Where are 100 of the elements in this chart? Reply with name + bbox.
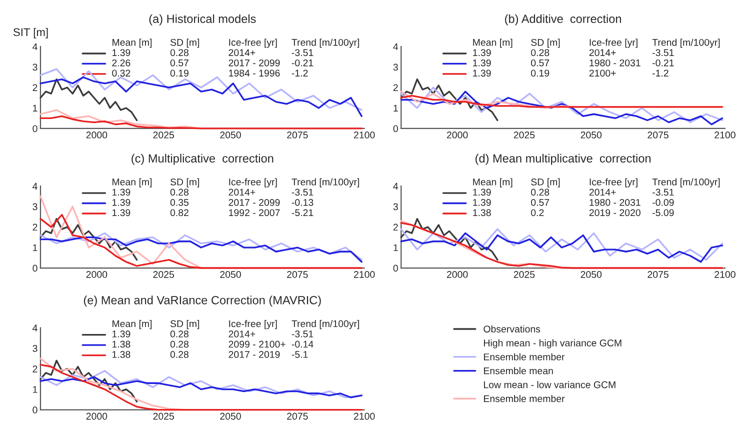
annotation: 0.28 xyxy=(170,330,189,338)
y-tick-label: 4 xyxy=(393,43,398,50)
annotation: 2.26 xyxy=(112,59,130,66)
annotation: 0.32 xyxy=(112,70,130,77)
chart-title: (d) Mean multiplicative correction xyxy=(476,154,651,165)
annotation: 1980 - 2031 xyxy=(590,59,640,66)
y-tick-label: 1 xyxy=(33,104,38,112)
annotation: 1.39 xyxy=(112,49,130,56)
chart-title: (c) Multiplicative correction xyxy=(132,154,274,165)
annotation: Mean [m] xyxy=(473,38,512,48)
y-tick-label: 4 xyxy=(393,182,398,190)
annotation: 1992 - 2007 xyxy=(229,209,280,216)
annotation: 1984 - 1996 xyxy=(229,70,280,77)
x-tick-label: 2025 xyxy=(514,132,535,138)
annotation: Trend [m/100yr] xyxy=(292,320,360,330)
y-tick-label: 3 xyxy=(32,203,38,210)
annotation: 2017 - 2099 xyxy=(228,198,280,206)
annotation: 0.19 xyxy=(170,70,188,77)
y-tick-label: 1 xyxy=(394,244,398,252)
y-tick-label: 4 xyxy=(32,43,38,50)
y-tick-label: 4 xyxy=(32,182,38,190)
annotation: 0.28 xyxy=(170,340,189,348)
legend-label: Observations xyxy=(484,325,540,332)
annotation: 2019 - 2020 xyxy=(589,209,640,216)
annotation: 0.57 xyxy=(531,59,550,66)
annotation: SD [m] xyxy=(170,38,200,48)
annotation: 1.39 xyxy=(112,188,130,196)
chart-title: (a) Historical models xyxy=(149,14,256,26)
annotation: 2017 - 2099 xyxy=(228,59,280,66)
line-series xyxy=(40,232,362,261)
annotation: 1.39 xyxy=(473,198,491,206)
annotation: 0.28 xyxy=(170,188,189,196)
x-tick-label: 2000 xyxy=(447,132,468,138)
x-tick-label: 2075 xyxy=(287,412,308,420)
annotation: -0.14 xyxy=(292,340,314,348)
x-tick-label: 2000 xyxy=(86,412,108,420)
annotation: -3.51 xyxy=(292,330,314,338)
line-series xyxy=(40,218,138,261)
chart-title: (e) Mean and VaRIance Correction (MAVRIC) xyxy=(84,296,321,307)
x-tick-label: 2100 xyxy=(354,132,375,138)
annotation: Mean [m] xyxy=(112,178,152,188)
annotation: 1.39 xyxy=(112,209,130,216)
legend-label: Ensemble member xyxy=(484,394,565,402)
annotation: 0.28 xyxy=(170,49,189,56)
y-tick-label: 1 xyxy=(33,386,38,393)
line-series xyxy=(40,78,138,122)
line-series xyxy=(400,94,724,108)
annotation: 2099 - 2100+ xyxy=(228,340,286,348)
x-tick-label: 2025 xyxy=(514,271,535,278)
annotation: Trend [m/100yr] xyxy=(292,38,360,48)
x-tick-label: 2050 xyxy=(220,132,241,138)
x-tick-label: 2000 xyxy=(447,271,468,278)
legend-label: Ensemble member xyxy=(484,353,565,360)
annotation: 1.39 xyxy=(473,188,491,196)
annotation: 2100+ xyxy=(589,70,616,77)
annotation: Ice-free [yr] xyxy=(229,320,277,330)
annotation: -0.21 xyxy=(292,59,314,66)
annotation: Trend [m/100yr] xyxy=(652,178,720,188)
annotation: 1980 - 2031 xyxy=(590,198,640,206)
annotation: 0.19 xyxy=(531,70,550,77)
line-series xyxy=(400,222,724,269)
annotation: 1.39 xyxy=(473,49,491,56)
annotation: -3.51 xyxy=(292,188,314,196)
y-tick-label: 0 xyxy=(393,264,398,272)
y-tick-label: 1 xyxy=(33,244,38,252)
y-tick-label: 0 xyxy=(393,125,398,132)
annotation: -1.2 xyxy=(292,70,308,76)
annotation: SD [m] xyxy=(531,38,560,48)
x-tick-label: 2000 xyxy=(86,132,108,138)
x-tick-label: 2050 xyxy=(220,271,241,278)
annotation: SD [m] xyxy=(531,178,560,188)
annotation: 1.39 xyxy=(112,330,130,338)
annotation: 0.2 xyxy=(531,209,544,216)
annotation: Mean [m] xyxy=(112,320,152,330)
x-tick-label: 2100 xyxy=(714,271,736,278)
line-series xyxy=(40,364,362,411)
annotation: 0.28 xyxy=(170,351,189,358)
text: Low mean - low variance GCM xyxy=(484,381,616,388)
annotation: Ice-free [yr] xyxy=(229,38,277,48)
annotation: Trend [m/100yr] xyxy=(652,38,720,48)
y-tick-label: 2 xyxy=(32,224,38,231)
line-series xyxy=(40,236,362,263)
y-tick-label: 3 xyxy=(32,64,38,71)
line-series xyxy=(400,78,498,122)
y-tick-label: 2 xyxy=(32,84,38,92)
text: High mean - high variance GCM xyxy=(484,339,622,348)
annotation: -3.51 xyxy=(652,49,674,56)
x-tick-label: 2075 xyxy=(287,271,308,278)
annotation: 2014+ xyxy=(589,49,616,56)
annotation: 0.57 xyxy=(170,59,188,66)
annotation: -3.51 xyxy=(292,49,314,56)
x-tick-label: 2100 xyxy=(714,132,736,138)
annotation: 2014+ xyxy=(228,188,256,196)
x-tick-label: 2050 xyxy=(220,412,241,420)
y-tick-label: 2 xyxy=(393,224,398,231)
y-tick-label: 4 xyxy=(32,324,38,332)
annotation: Trend [m/100yr] xyxy=(292,178,360,188)
chart-title: (b) Additive correction xyxy=(505,14,622,26)
annotation: Ice-free [yr] xyxy=(229,178,277,188)
x-tick-label: 2050 xyxy=(580,271,602,278)
